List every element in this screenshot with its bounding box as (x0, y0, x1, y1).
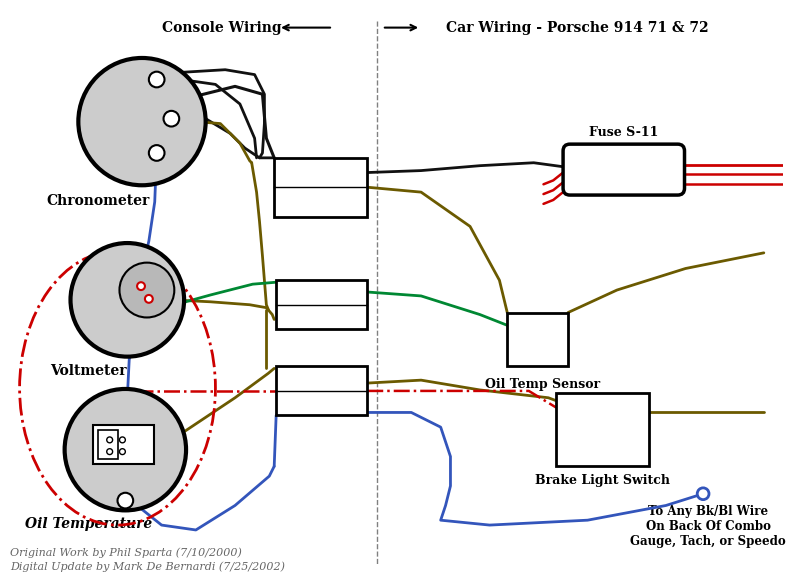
Text: Oil Temperature: Oil Temperature (25, 517, 152, 531)
Circle shape (65, 389, 186, 510)
Bar (276, 366, 367, 415)
Circle shape (106, 437, 113, 443)
Circle shape (698, 488, 709, 500)
Bar (274, 158, 367, 216)
Circle shape (119, 437, 126, 443)
Circle shape (163, 111, 179, 126)
Text: Voltmeter: Voltmeter (50, 364, 126, 378)
Bar (98, 430, 118, 459)
Bar (556, 393, 650, 466)
Circle shape (119, 263, 174, 318)
FancyBboxPatch shape (563, 144, 685, 195)
Text: Digital Update by Mark De Bernardi (7/25/2002): Digital Update by Mark De Bernardi (7/25… (10, 562, 285, 572)
Text: Console Wiring: Console Wiring (162, 20, 282, 35)
Text: Fuse S-11: Fuse S-11 (589, 126, 658, 139)
Circle shape (145, 295, 153, 303)
Text: To Any Bk/Bl Wire
On Back Of Combo
Gauge, Tach, or Speedo: To Any Bk/Bl Wire On Back Of Combo Gauge… (630, 505, 786, 549)
Circle shape (149, 72, 165, 87)
Circle shape (137, 282, 145, 290)
Text: Oil Temp Sensor: Oil Temp Sensor (485, 378, 600, 391)
Circle shape (78, 58, 206, 185)
Bar (276, 280, 367, 329)
Circle shape (149, 145, 165, 161)
Circle shape (118, 493, 133, 508)
Bar (507, 312, 568, 366)
Bar (93, 425, 154, 464)
Circle shape (70, 243, 184, 357)
Text: Chronometer: Chronometer (46, 194, 150, 208)
Text: Brake Light Switch: Brake Light Switch (535, 474, 670, 487)
Text: Car Wiring - Porsche 914 71 & 72: Car Wiring - Porsche 914 71 & 72 (446, 20, 709, 35)
Circle shape (119, 449, 126, 455)
Circle shape (106, 449, 113, 455)
Text: Original Work by Phil Sparta (7/10/2000): Original Work by Phil Sparta (7/10/2000) (10, 548, 242, 558)
